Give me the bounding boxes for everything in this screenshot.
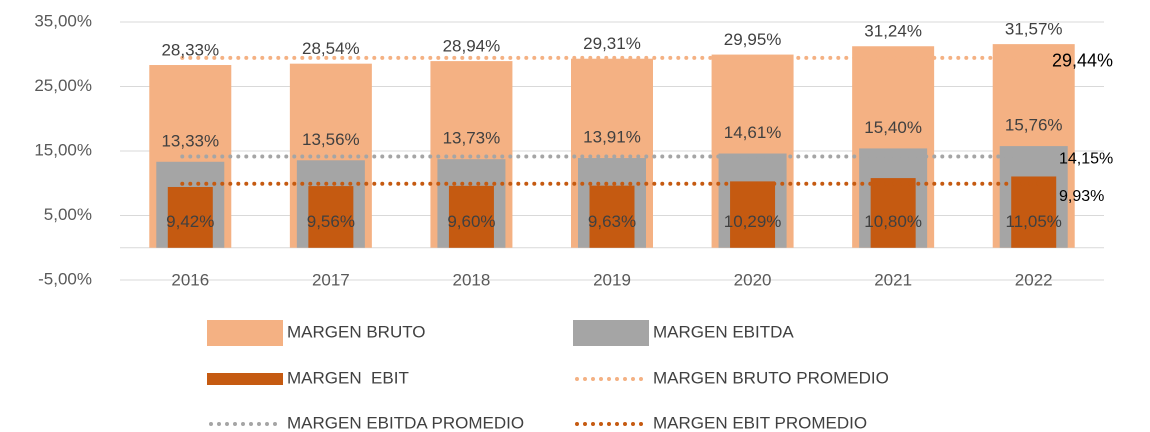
x-tick-label: 2018 [453, 270, 491, 289]
legend-label: MARGEN BRUTO [287, 322, 426, 341]
data-label: 13,91% [583, 128, 641, 147]
data-label: 15,40% [864, 118, 922, 137]
bar [1011, 176, 1057, 248]
data-label: 28,94% [443, 37, 501, 56]
data-label: 9,42% [166, 212, 214, 231]
legend-label: MARGEN EBITDA [653, 322, 794, 341]
bar [589, 185, 635, 248]
x-tick-label: 2021 [874, 270, 912, 289]
y-tick-label: 5,00% [44, 205, 92, 224]
y-tick-label: 15,00% [34, 140, 92, 159]
legend-label: MARGEN BRUTO PROMEDIO [653, 368, 889, 387]
data-label: 11,05% [1006, 212, 1062, 231]
data-label: 29,31% [583, 34, 641, 53]
data-label: 10,29% [724, 212, 782, 231]
data-label: 28,54% [302, 39, 360, 58]
data-label: 14,61% [724, 123, 782, 142]
data-label: 13,56% [302, 130, 360, 149]
average-label: 14,15% [1059, 151, 1113, 168]
x-tick-label: 2022 [1015, 270, 1053, 289]
bar [870, 178, 916, 248]
legend-swatch [207, 320, 283, 346]
x-tick-label: 2020 [734, 270, 772, 289]
data-label: 9,60% [447, 212, 495, 231]
data-label: 13,33% [161, 131, 219, 150]
legend-label: MARGEN EBIT [287, 368, 409, 387]
y-tick-label: 35,00% [34, 11, 92, 30]
legend-swatch [207, 373, 283, 385]
data-label: 29,95% [724, 30, 782, 49]
data-label: 9,63% [588, 212, 636, 231]
legend-swatch [573, 320, 649, 346]
bar [167, 186, 213, 248]
data-label: 13,73% [443, 129, 501, 148]
average-label: 29,44% [1052, 51, 1113, 71]
x-tick-label: 2019 [593, 270, 631, 289]
y-tick-label: 25,00% [34, 76, 92, 95]
x-tick-label: 2017 [312, 270, 350, 289]
bar [448, 185, 494, 248]
bar [730, 181, 776, 248]
average-label: 9,93% [1059, 188, 1104, 205]
data-label: 31,57% [1005, 20, 1063, 39]
legend-label: MARGEN EBIT PROMEDIO [653, 413, 867, 432]
bar [308, 186, 354, 248]
data-label: 28,33% [161, 41, 219, 60]
data-label: 31,24% [864, 22, 922, 41]
data-label: 10,80% [864, 212, 922, 231]
legend-label: MARGEN EBITDA PROMEDIO [287, 413, 524, 432]
y-tick-label: -5,00% [38, 269, 92, 288]
data-label: 9,56% [307, 212, 355, 231]
x-tick-label: 2016 [171, 270, 209, 289]
data-label: 15,76% [1005, 116, 1063, 135]
